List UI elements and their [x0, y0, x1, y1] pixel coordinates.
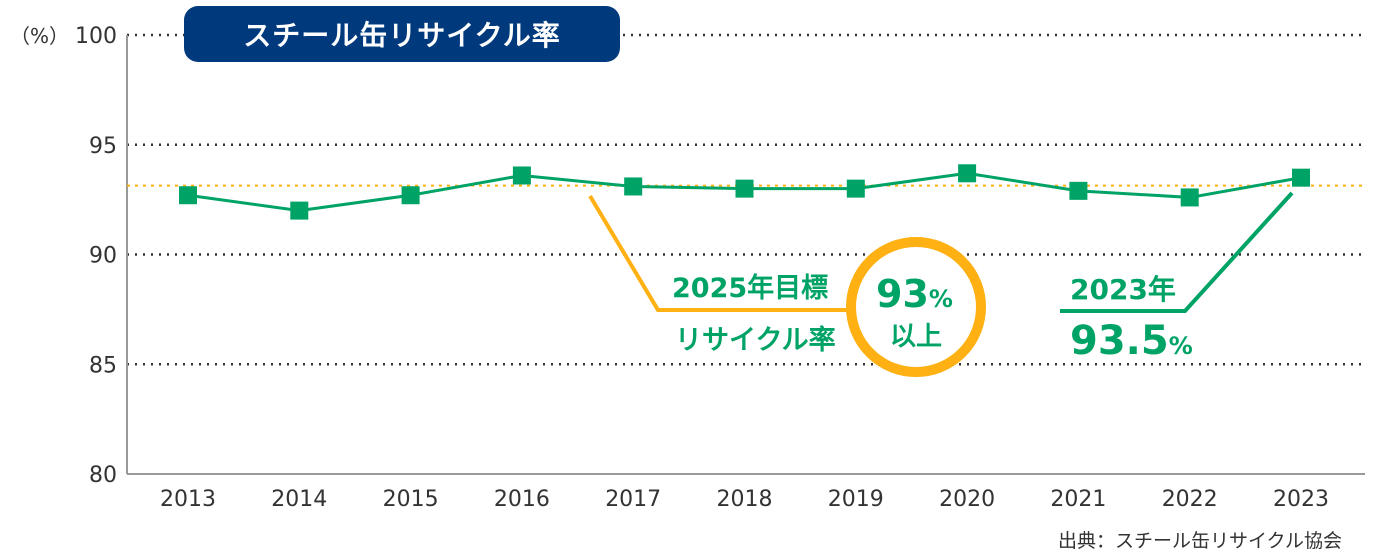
target-label-2: リサイクル率: [675, 325, 836, 356]
x-tick-label: 2018: [717, 487, 773, 512]
x-tick-label: 2022: [1162, 487, 1218, 512]
y-tick-label: 90: [89, 244, 117, 269]
y-tick-label: 85: [89, 353, 117, 378]
y-axis-unit: （%）: [10, 24, 70, 48]
target-callout-line: [588, 194, 850, 312]
target-number: 93: [876, 272, 929, 316]
source-note: 出典：スチール缶リサイクル協会: [1057, 530, 1342, 552]
x-tick-label: 2013: [160, 487, 216, 512]
target-value: 93%: [876, 272, 953, 316]
latest-callout-line: [1060, 191, 1294, 313]
target-label-1: 2025年目標: [672, 273, 829, 304]
x-tick-label: 2021: [1050, 487, 1106, 512]
x-tick-label: 2016: [494, 487, 550, 512]
target-suffix: 以上: [890, 322, 943, 352]
target-unit: %: [928, 285, 953, 313]
x-tick-label: 2017: [605, 487, 661, 512]
data-point: [958, 164, 977, 183]
data-point: [735, 179, 754, 198]
latest-number: 93.5: [1070, 318, 1169, 364]
data-point: [1180, 188, 1199, 207]
latest-value: 93.5%: [1070, 318, 1193, 364]
data-point: [1292, 168, 1310, 187]
x-tick-label: 2014: [271, 487, 327, 512]
x-tick-label: 2019: [828, 487, 884, 512]
data-point: [179, 186, 197, 205]
data-point: [401, 186, 420, 205]
y-tick-label: 100: [75, 24, 117, 49]
data-point: [846, 179, 865, 198]
target-circle: [846, 237, 986, 377]
x-tick-label: 2020: [939, 487, 995, 512]
data-point: [1069, 181, 1088, 200]
x-tick-label: 2023: [1273, 487, 1329, 512]
x-tick-label: 2015: [383, 487, 439, 512]
latest-unit: %: [1168, 332, 1193, 360]
y-tick-label: 80: [89, 463, 117, 488]
latest-year: 2023年: [1070, 273, 1176, 306]
data-point: [290, 201, 309, 220]
chart-title: スチール缶リサイクル率: [184, 6, 620, 62]
y-tick-label: 95: [89, 134, 117, 159]
data-point: [512, 166, 531, 185]
data-point: [624, 177, 643, 196]
